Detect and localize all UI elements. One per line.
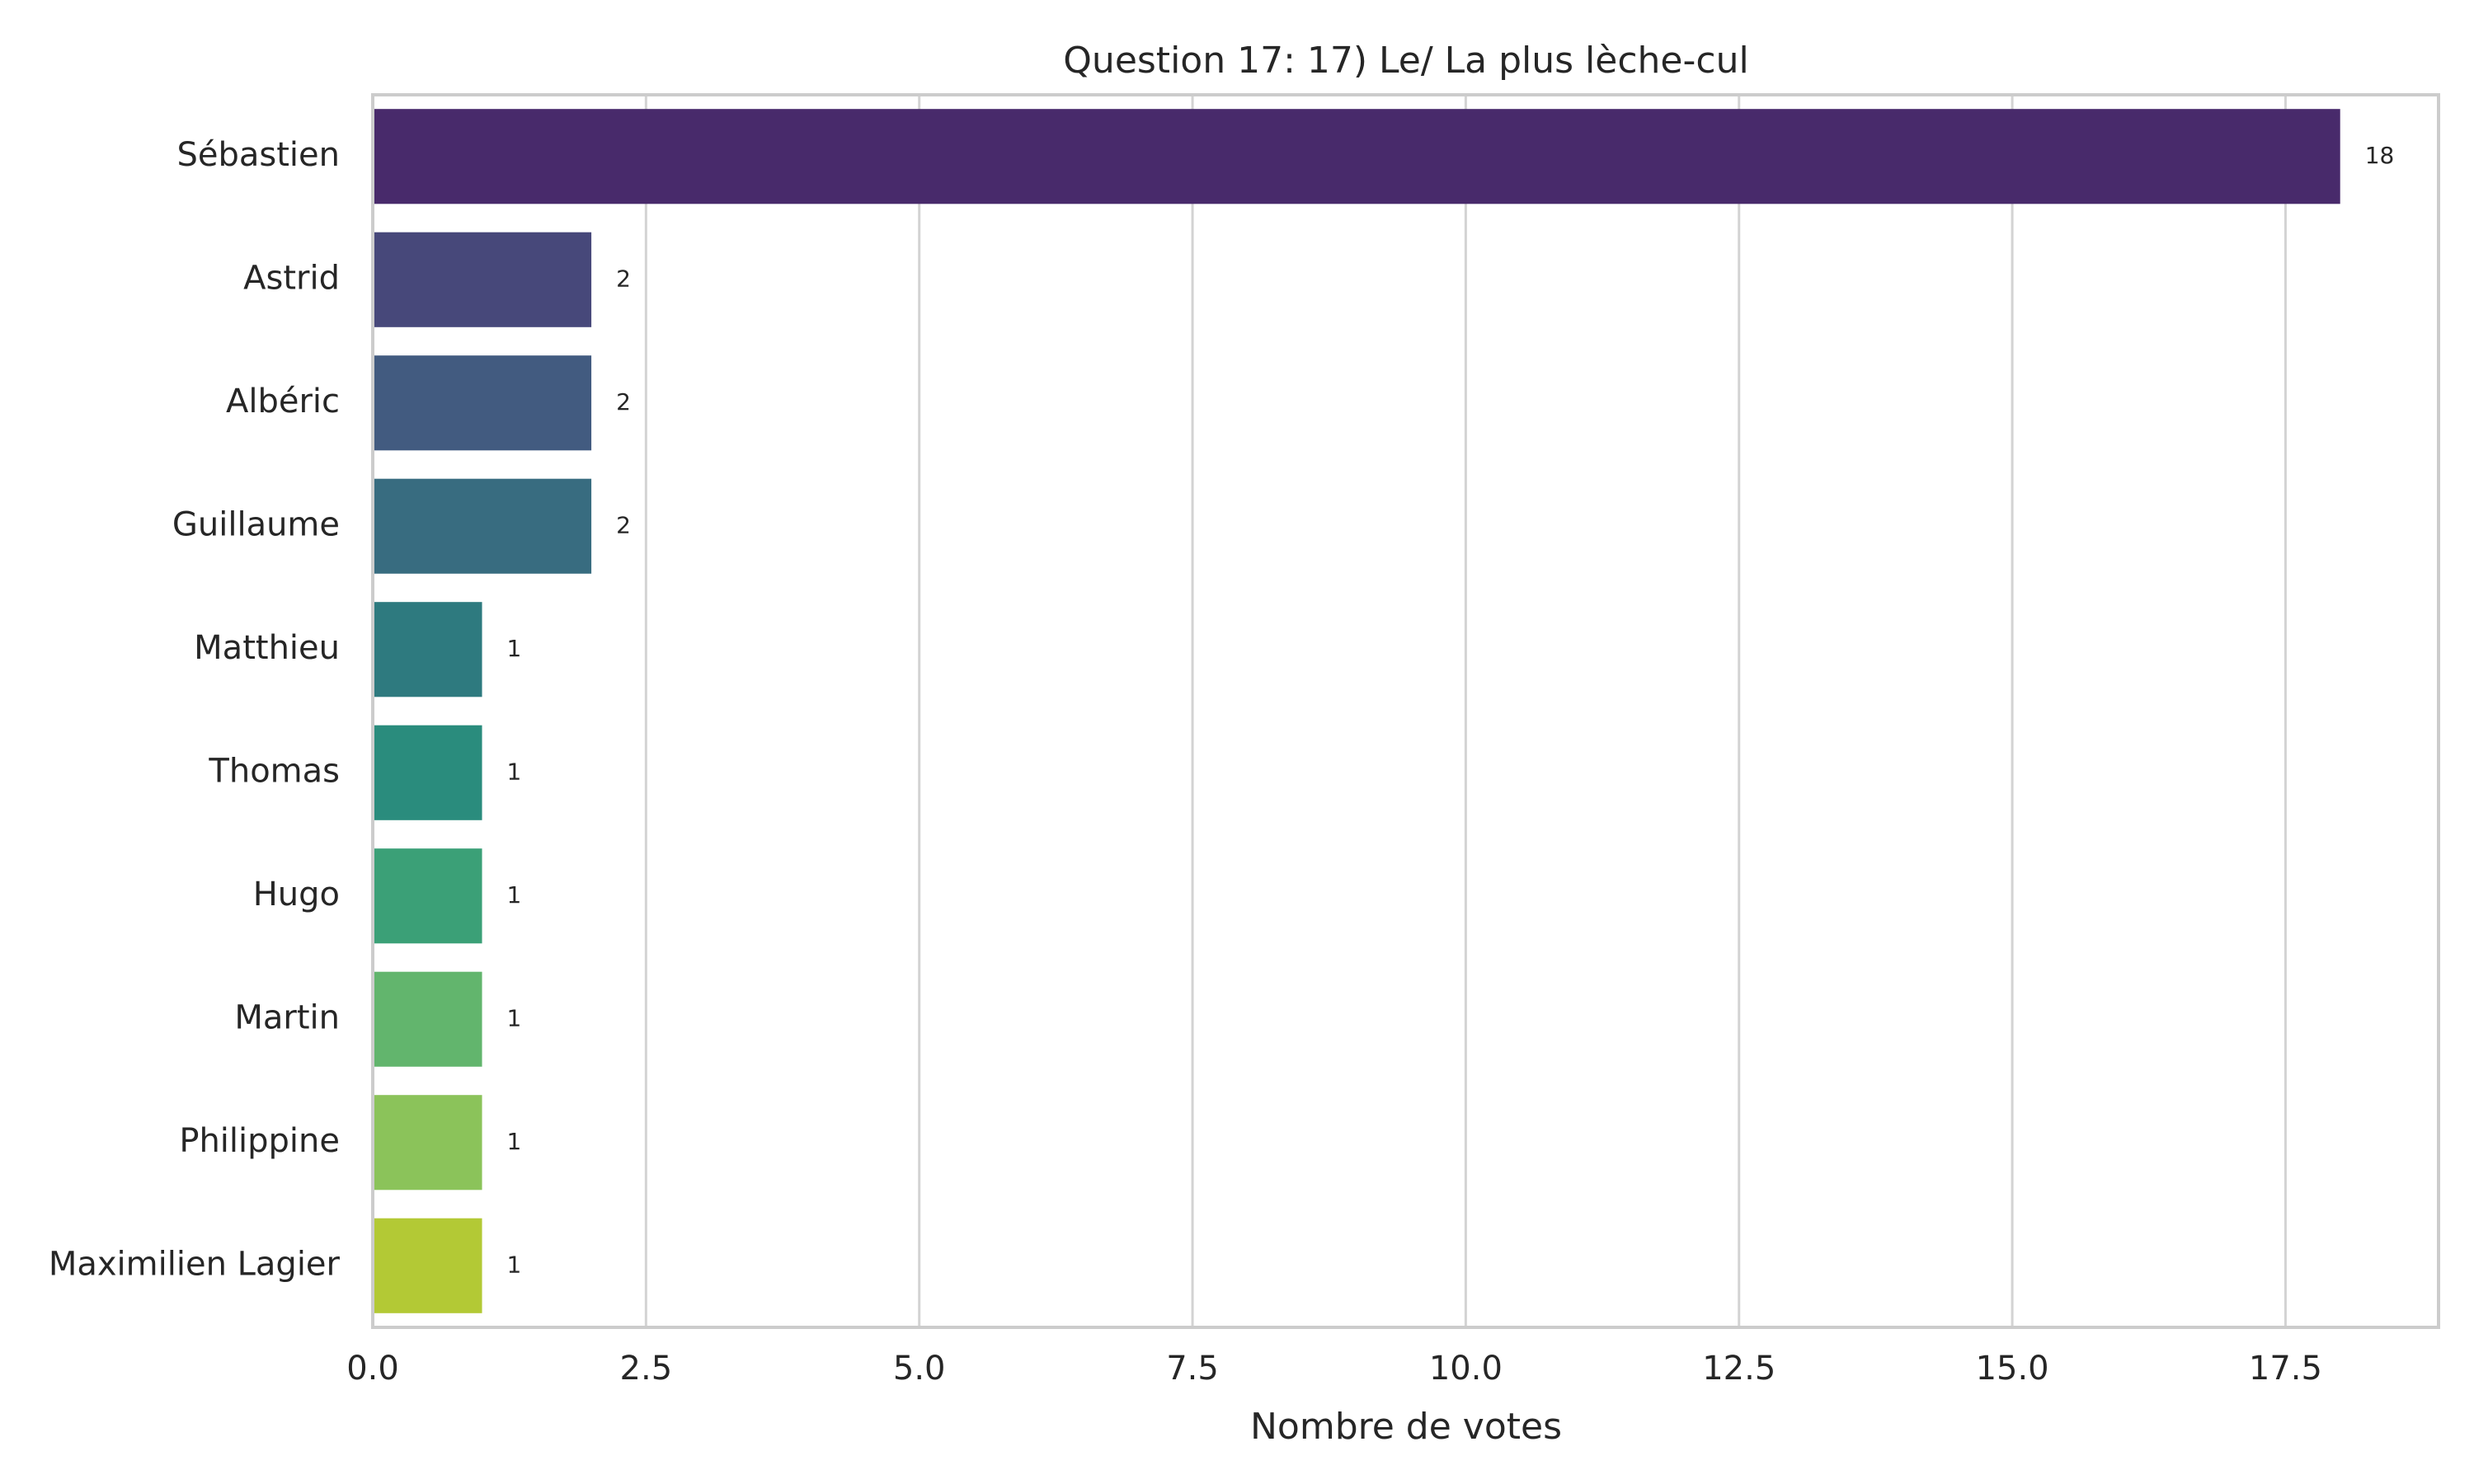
y-category-label: Matthieu (194, 629, 340, 667)
bar-value-label: 2 (616, 388, 631, 416)
bar-value-label: 1 (507, 1128, 522, 1155)
bar (373, 1095, 482, 1190)
bar (373, 848, 482, 944)
x-tick-label: 12.5 (1702, 1350, 1776, 1388)
x-tick-label: 17.5 (2249, 1350, 2322, 1388)
grid-lines (371, 95, 2287, 1327)
bar-value-label: 1 (507, 635, 522, 662)
y-category-label: Philippine (179, 1122, 340, 1160)
x-tick-label: 10.0 (1429, 1350, 1503, 1388)
x-tick-label: 5.0 (893, 1350, 946, 1388)
bar-value-label: 1 (507, 1004, 522, 1031)
bar (373, 232, 592, 327)
y-category-label: Thomas (208, 752, 340, 790)
plot-frame (371, 93, 2440, 1329)
bar (373, 355, 592, 451)
bar (373, 725, 482, 820)
y-category-label: Martin (234, 998, 340, 1036)
bar-value-label: 1 (507, 758, 522, 785)
bar-value-label: 2 (616, 265, 631, 292)
bar-value-label: 18 (2365, 142, 2395, 169)
bar (373, 602, 482, 697)
y-category-label: Albéric (226, 383, 340, 420)
x-tick-label: 2.5 (620, 1350, 673, 1388)
x-tick-label: 0.0 (346, 1350, 399, 1388)
y-category-label: Hugo (253, 876, 340, 913)
bars (373, 109, 2340, 1313)
y-category-label: Astrid (243, 259, 340, 297)
x-tick-label: 7.5 (1166, 1350, 1219, 1388)
y-category-label: Guillaume (172, 505, 340, 543)
x-tick-label: 15.0 (1976, 1350, 2049, 1388)
category-labels: Sébastien Astrid Albéric Guillaume Matthieu T… (49, 136, 341, 1284)
bar-value-label: 1 (507, 1251, 522, 1278)
bar (373, 1218, 482, 1313)
bar (373, 478, 592, 574)
x-axis-title: Nombre de votes (1250, 1406, 1562, 1448)
bar (373, 109, 2340, 204)
y-category-label: Sébastien (177, 136, 341, 174)
y-category-label: Maximilien Lagier (49, 1245, 341, 1283)
bar-value-label: 2 (616, 511, 631, 538)
bar (373, 971, 482, 1067)
value-labels: 18 2 2 2 1 1 1 1 1 1 (507, 142, 2395, 1279)
chart-title: Question 17: 17) Le/ La plus lèche-cul (1063, 40, 1748, 82)
x-tick-labels: 0.0 2.5 5.0 7.5 10.0 12.5 15.0 17.5 (346, 1350, 2322, 1388)
bar-value-label: 1 (507, 881, 522, 909)
